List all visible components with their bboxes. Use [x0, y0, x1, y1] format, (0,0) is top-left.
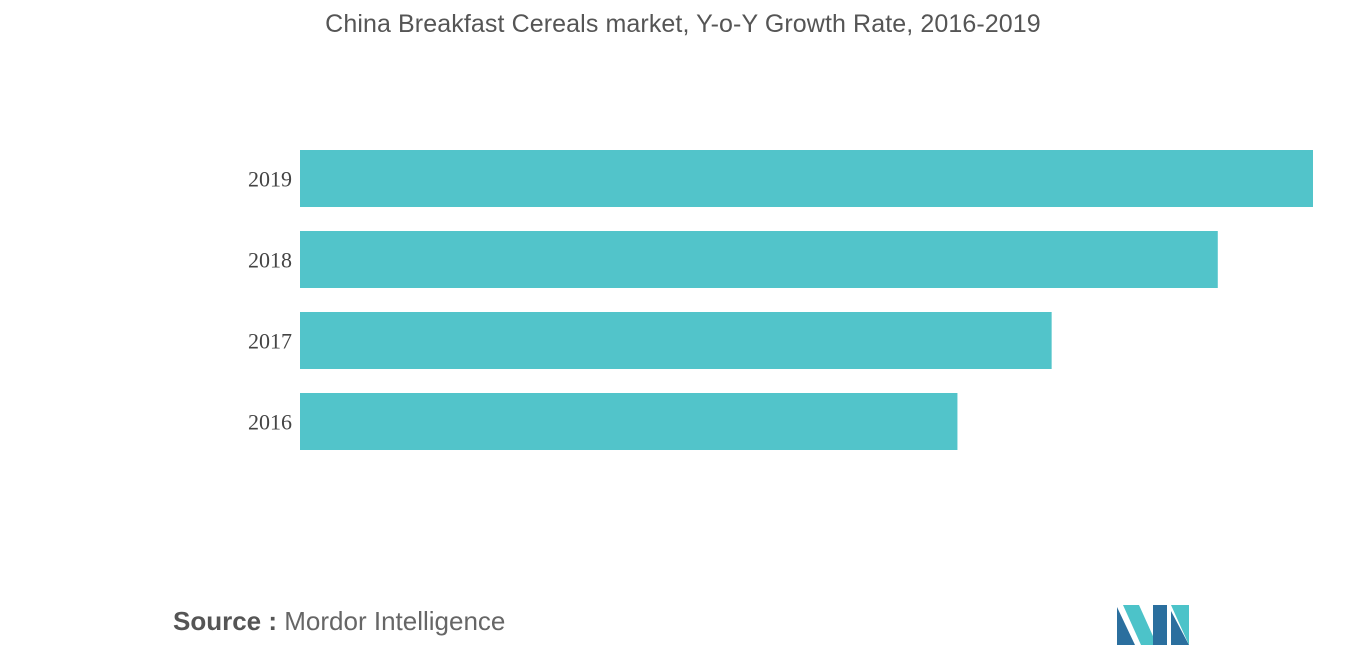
category-label-2018: 2018 [248, 248, 292, 273]
source-name: Mordor Intelligence [284, 606, 506, 636]
source-note: Source : Mordor Intelligence [173, 606, 505, 637]
bar-2019 [300, 150, 1313, 207]
category-label-2017: 2017 [248, 329, 292, 354]
category-label-2019: 2019 [248, 167, 292, 192]
mordor-intelligence-logo-icon [1117, 605, 1189, 645]
category-label-2016: 2016 [248, 410, 292, 435]
source-prefix: Source : [173, 606, 278, 636]
bar-chart: 2019 2018 2017 2016 [248, 150, 1313, 450]
chart-title: China Breakfast Cereals market, Y-o-Y Gr… [325, 10, 1041, 38]
bar-2016 [300, 393, 958, 450]
bar-2018 [300, 231, 1218, 288]
bar-2017 [300, 312, 1052, 369]
